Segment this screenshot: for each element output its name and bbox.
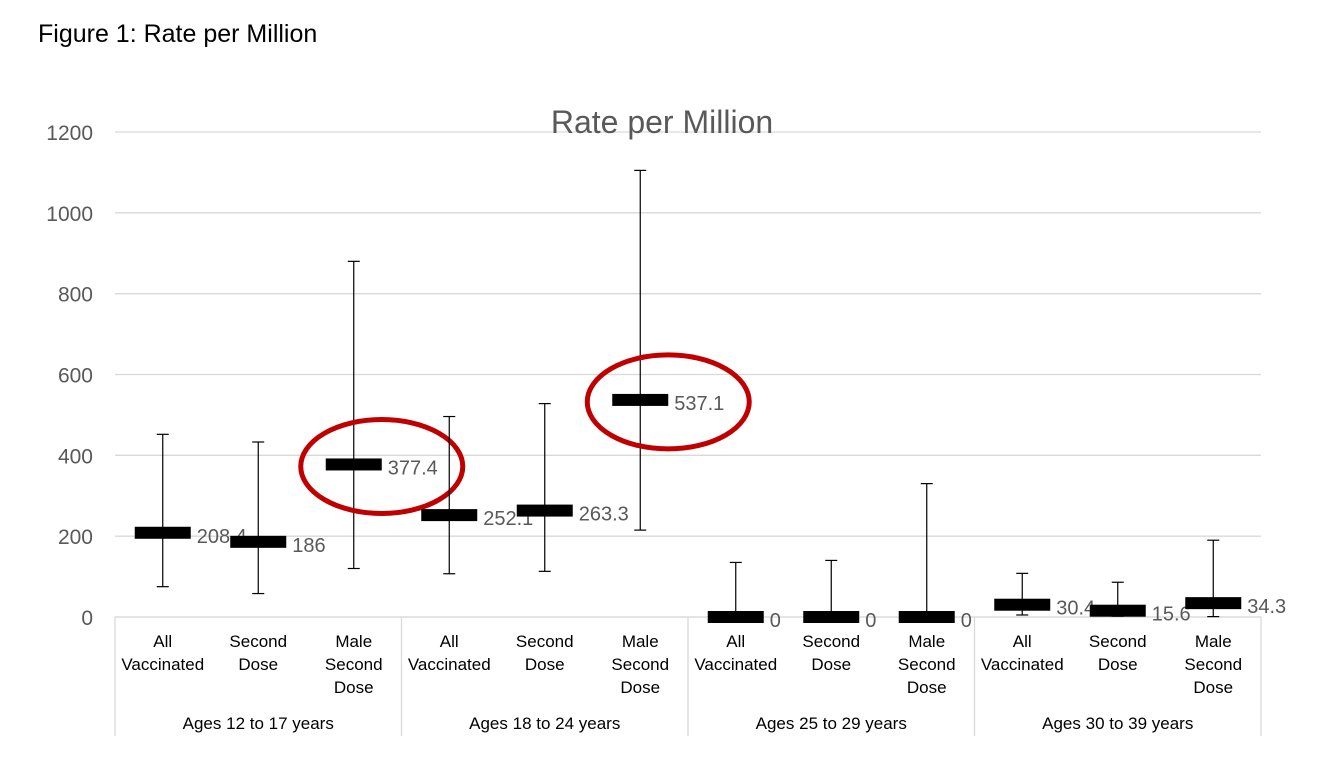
value-marker [230,535,287,548]
data-label: 263.3 [579,504,629,526]
value-marker [325,458,382,471]
group-label: Ages 18 to 24 years [469,714,620,733]
category-label: Vaccinated [408,655,491,674]
highlight-circle [584,352,752,452]
category-label: Dose [1193,678,1233,697]
category-label: Dose [334,678,374,697]
data-label: 537.1 [674,393,724,415]
category-label: Vaccinated [694,655,777,674]
highlight-circle [298,416,466,516]
category-label: Vaccinated [121,655,204,674]
category-label: Dose [238,655,278,674]
chart-title: Rate per Million [551,104,773,140]
category-label: All [153,632,172,651]
data-label: 377.4 [388,457,438,479]
category-label: Second [516,632,574,651]
y-tick-label: 600 [58,365,93,388]
data-label: 186 [292,535,325,557]
value-marker [134,526,191,539]
y-tick-label: 200 [58,526,93,549]
data-label: 15.6 [1152,604,1191,626]
value-marker [1185,597,1242,610]
category-label: Male [908,632,945,651]
y-tick-label: 1200 [46,122,93,145]
category-label: Dose [1098,655,1138,674]
value-marker [516,504,573,517]
category-label: Dose [907,678,947,697]
category-label: Second [898,655,956,674]
category-label: Second [802,632,860,651]
value-marker [707,611,764,623]
group-label: Ages 30 to 39 years [1042,714,1193,733]
category-label: Second [229,632,287,651]
value-marker [1089,604,1146,617]
category-label: Second [611,655,669,674]
category-label: Male [622,632,659,651]
category-label: Male [1195,632,1232,651]
value-marker [803,611,860,623]
value-marker [612,393,669,406]
group-label: Ages 25 to 29 years [756,714,907,733]
data-label: 30.4 [1056,598,1095,620]
y-tick-label: 1000 [46,203,93,226]
category-label: Second [325,655,383,674]
y-tick-label: 0 [81,607,93,630]
category-label: All [440,632,459,651]
category-label: Male [335,632,372,651]
value-marker [421,509,478,522]
y-tick-label: 800 [58,284,93,307]
category-label: Dose [811,655,851,674]
value-marker [994,598,1051,611]
category-label: Second [1089,632,1147,651]
figure-caption: Figure 1: Rate per Million [38,20,318,48]
data-label: 0 [961,610,972,632]
category-label: Dose [525,655,565,674]
category-label: Vaccinated [981,655,1064,674]
category-label: All [726,632,745,651]
category-label: All [1013,632,1032,651]
value-marker [898,611,955,623]
category-label: Dose [620,678,660,697]
y-tick-label: 400 [58,445,93,468]
category-label: Second [1184,655,1242,674]
data-label: 0 [770,610,781,632]
data-label: 34.3 [1247,596,1286,618]
data-label: 0 [865,610,876,632]
group-label: Ages 12 to 17 years [183,714,334,733]
